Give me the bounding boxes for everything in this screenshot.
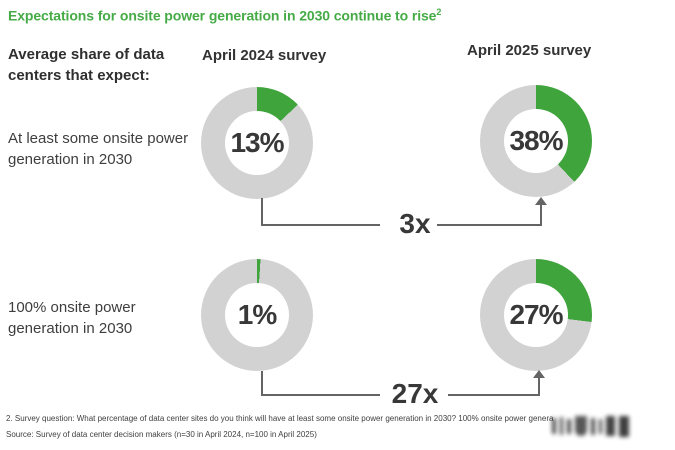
donut-value-label: 27% bbox=[509, 299, 563, 330]
multiplier-label-row2: 27x bbox=[391, 378, 439, 409]
connector-line bbox=[261, 371, 263, 396]
connector-line bbox=[261, 224, 380, 226]
multiplier-label-row1: 3x bbox=[399, 208, 431, 239]
column-header-april-2024: April 2024 survey bbox=[202, 47, 327, 64]
page-title: Expectations for onsite power generation… bbox=[8, 7, 441, 24]
footnote-survey-question: 2. Survey question: What percentage of d… bbox=[6, 414, 554, 423]
donut-value-label: 38% bbox=[509, 125, 563, 156]
footnote-source: Source: Survey of data center decision m… bbox=[6, 430, 317, 439]
title-footnote-marker: 2 bbox=[436, 7, 442, 17]
watermark-mark bbox=[619, 415, 629, 437]
donut-chart-2025-some-onsite: 38% bbox=[480, 85, 592, 197]
watermark-mark bbox=[606, 416, 615, 436]
donut-chart-2024-100pct-onsite: 1% bbox=[201, 259, 313, 371]
page-title-text: Expectations for onsite power generation… bbox=[8, 7, 437, 24]
donut-hole: 38% bbox=[504, 109, 568, 173]
connector-line bbox=[437, 224, 542, 226]
connector-line bbox=[540, 205, 542, 226]
watermark-smudge bbox=[552, 412, 672, 440]
watermark-mark bbox=[599, 418, 602, 434]
connector-line bbox=[261, 198, 263, 226]
watermark-mark bbox=[567, 418, 571, 434]
arrow-up-icon bbox=[535, 197, 547, 205]
watermark-mark bbox=[552, 418, 556, 434]
watermark-mark bbox=[560, 417, 563, 435]
row-label-100pct-onsite: 100% onsite power generation in 2030 bbox=[8, 299, 136, 337]
axis-left-header: Average share of data centers that expec… bbox=[8, 46, 165, 84]
watermark-mark bbox=[575, 416, 587, 436]
donut-chart-2025-100pct-onsite: 27% bbox=[480, 259, 592, 371]
column-header-april-2025: April 2025 survey bbox=[467, 42, 592, 59]
donut-hole: 27% bbox=[504, 283, 568, 347]
row-label-some-onsite: At least some onsite power generation in… bbox=[8, 130, 189, 168]
connector-line bbox=[538, 378, 540, 396]
donut-chart-2024-some-onsite: 13% bbox=[201, 87, 313, 199]
donut-hole: 1% bbox=[225, 283, 289, 347]
connector-line bbox=[448, 394, 540, 396]
watermark-mark bbox=[591, 417, 595, 435]
arrow-up-icon bbox=[533, 370, 545, 378]
donut-hole: 13% bbox=[225, 111, 289, 175]
connector-line bbox=[261, 394, 380, 396]
donut-value-label: 13% bbox=[230, 127, 284, 158]
donut-value-label: 1% bbox=[237, 299, 277, 330]
